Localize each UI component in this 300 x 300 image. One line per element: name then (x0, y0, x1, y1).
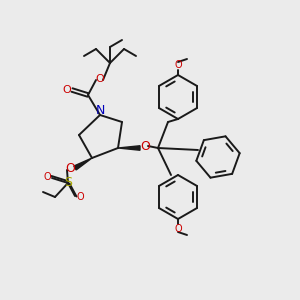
Text: O: O (76, 192, 84, 202)
Polygon shape (118, 146, 140, 150)
Polygon shape (74, 158, 92, 170)
Text: O: O (140, 140, 150, 152)
Text: O: O (174, 60, 182, 70)
Text: S: S (64, 176, 72, 190)
Text: O: O (174, 224, 182, 234)
Text: O: O (63, 85, 71, 95)
Text: O: O (43, 172, 51, 182)
Text: O: O (96, 74, 104, 84)
Text: N: N (95, 103, 105, 116)
Text: O: O (65, 163, 75, 176)
